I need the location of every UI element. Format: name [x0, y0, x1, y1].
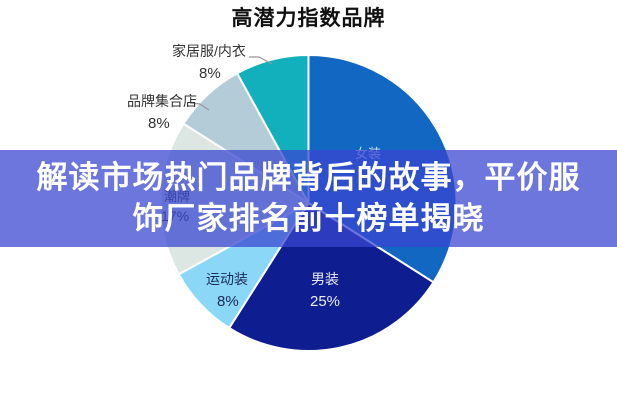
- leader-line-homewear: [249, 56, 273, 65]
- label-homewear: 家居服/内衣: [172, 43, 246, 59]
- label-sports-pct: 8%: [217, 293, 239, 310]
- leader-line-collection-store: [189, 102, 210, 111]
- label-collection-store: 品牌集合店: [127, 93, 197, 109]
- headline-line-1: 解读市场热门品牌背后的故事，平价服: [36, 160, 581, 195]
- headline-line-2: 饰厂家排名前十榜单揭晓: [132, 201, 485, 236]
- label-homewear-pct: 8%: [199, 65, 221, 82]
- label-collection-store-pct: 8%: [148, 115, 170, 132]
- headline-banner: 解读市场热门品牌背后的故事，平价服 饰厂家排名前十榜单揭晓: [0, 150, 617, 247]
- label-sports: 运动装: [206, 271, 248, 287]
- label-mens-pct: 25%: [310, 293, 341, 310]
- pie-slice-1: [228, 202, 435, 352]
- label-mens: 男装: [311, 271, 339, 287]
- chart-title: 高潜力指数品牌: [231, 7, 386, 30]
